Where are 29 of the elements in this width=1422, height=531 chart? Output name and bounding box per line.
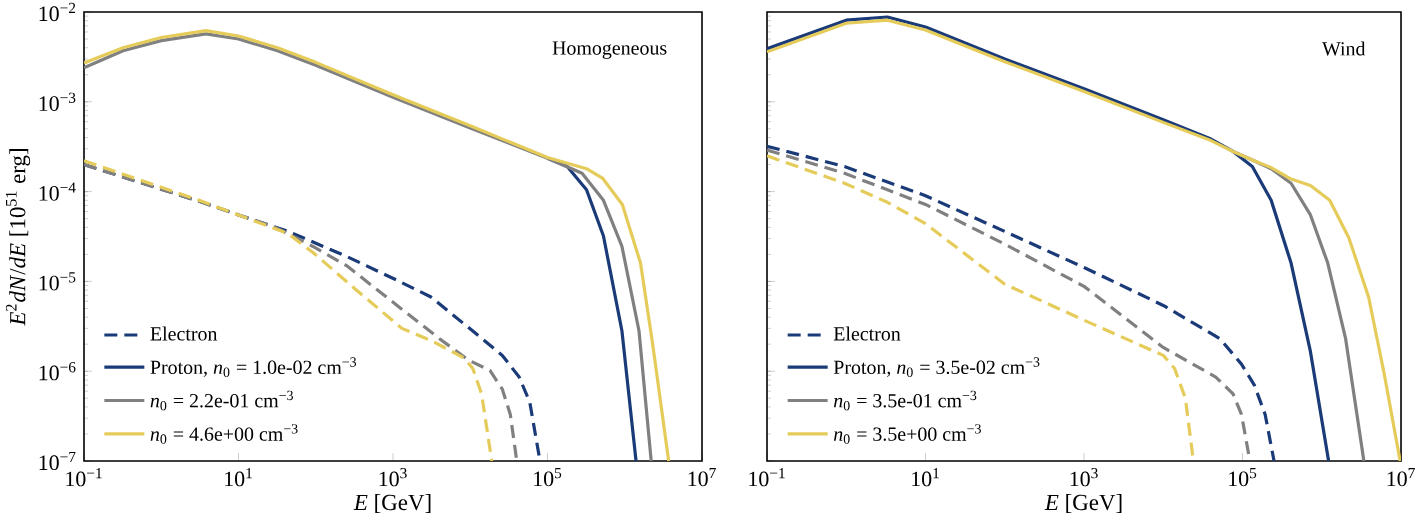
x-tick-label: 10$^{5}$: [1229, 468, 1257, 487]
x-tick-label: 10$^{5}$: [534, 468, 562, 487]
y-tick-label: 10$^{−7}$: [39, 451, 76, 471]
legend-label: Electron: [150, 326, 218, 341]
x-tick-label: 10$^{3}$: [1070, 468, 1098, 487]
legend-label: Proton, n$_{0}$ = 1.0e-02 cm$^{−3}$: [150, 357, 357, 377]
legend-label: n$_{0}$ = 2.2e-01 cm$^{−3}$: [150, 390, 293, 411]
annotation: Homogeneous: [552, 41, 667, 59]
legend-label: n$_{0}$ = 3.5e-01 cm$^{−3}$: [833, 390, 977, 411]
x-tick-label: 10$^{−1}$: [66, 468, 102, 487]
annotation: Wind: [1322, 41, 1366, 56]
y-axis-title: E$^{2}$dN/dE [10$^{51}$ erg]: [5, 149, 31, 326]
x-tick-label: 10$^{1}$: [225, 468, 252, 487]
legend-label: Electron: [833, 326, 901, 341]
x-tick-label: 10$^{1}$: [912, 468, 939, 487]
x-tick-label: 10$^{3}$: [379, 468, 407, 487]
y-tick-label: 10$^{−4}$: [39, 182, 76, 201]
x-tick-label: 10$^{7}$: [688, 468, 716, 487]
legend-label: Proton, n$_{0}$ = 3.5e-02 cm$^{−3}$: [833, 357, 1040, 377]
x-tick-label: 10$^{−1}$: [749, 468, 785, 487]
x-axis-title: E [GeV]: [1044, 494, 1122, 513]
legend-label: n$_{0}$ = 4.6e+00 cm$^{−3}$: [150, 424, 298, 444]
y-tick-label: 10$^{−3}$: [39, 92, 76, 111]
x-axis-title: E [GeV]: [353, 494, 431, 513]
y-tick-label: 10$^{−5}$: [39, 272, 76, 291]
y-tick-label: 10$^{−2}$: [39, 2, 76, 22]
x-tick-label: 10$^{7}$: [1387, 468, 1415, 487]
y-tick-label: 10$^{−6}$: [39, 362, 76, 381]
legend-label: n$_{0}$ = 3.5e+00 cm$^{−3}$: [833, 424, 981, 444]
